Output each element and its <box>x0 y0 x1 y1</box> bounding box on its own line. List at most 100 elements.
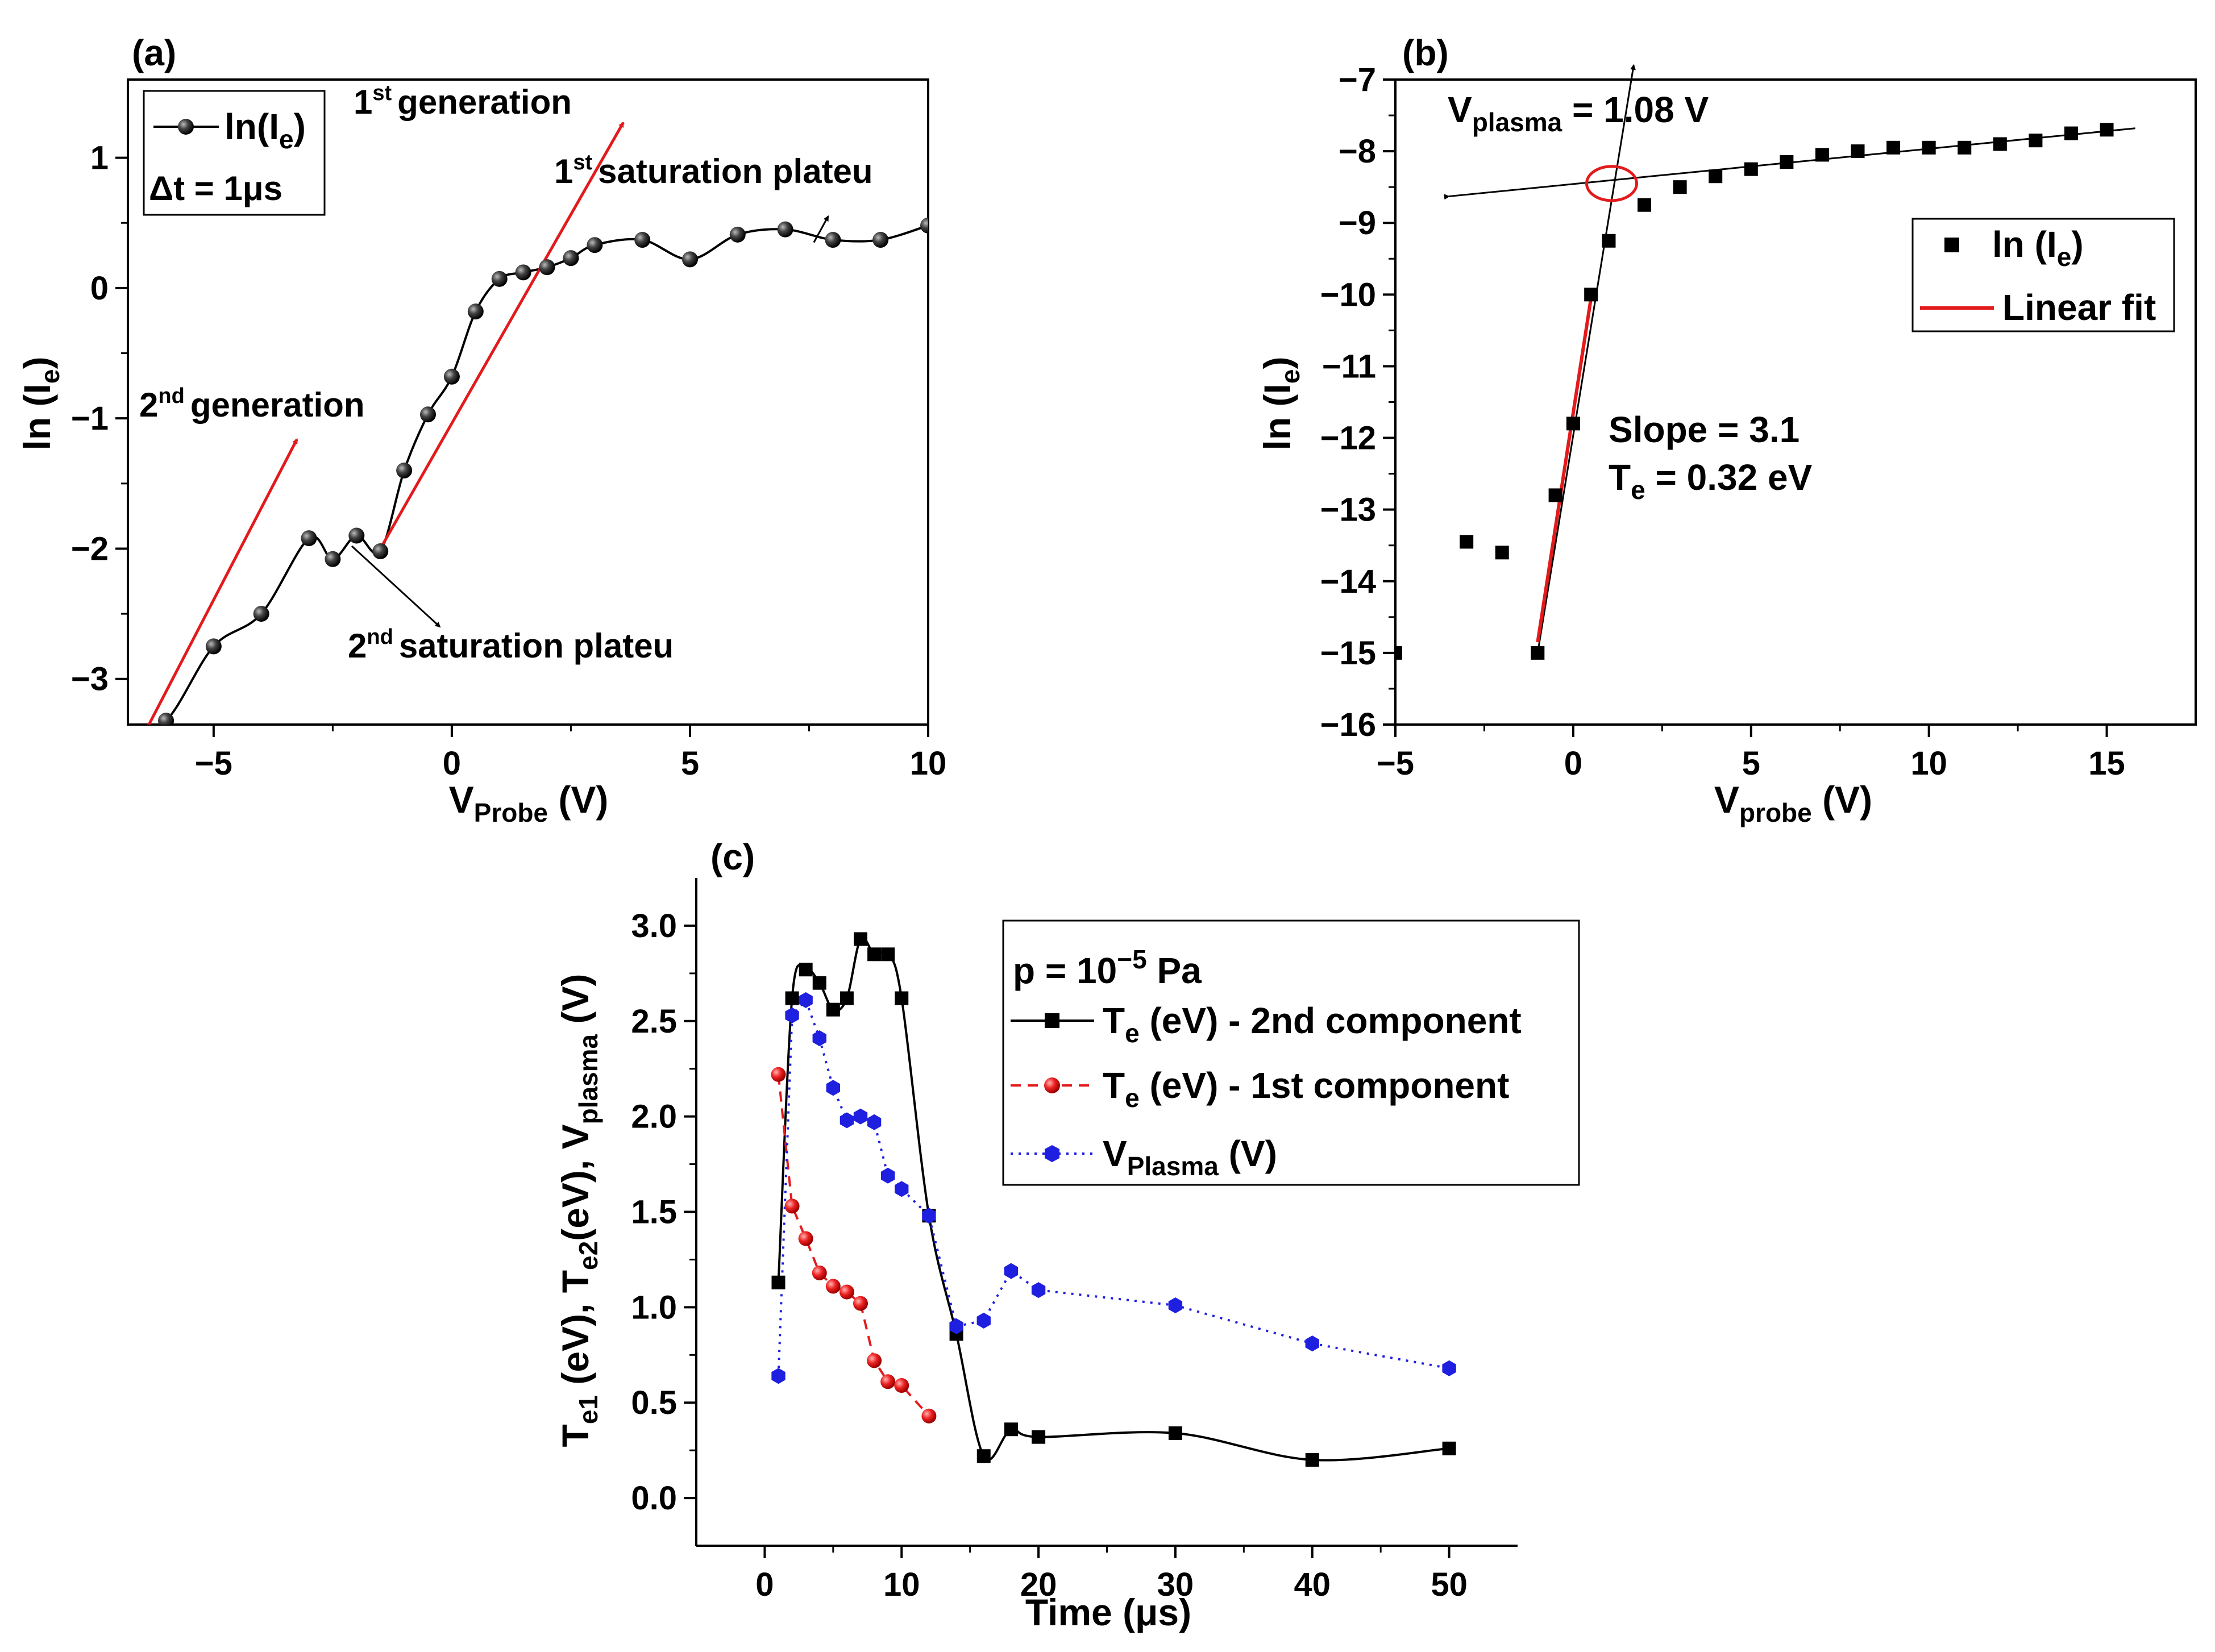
plot-frame-b <box>1394 78 2197 726</box>
data-point-te-2nd <box>881 947 895 962</box>
data-point-ln-ie <box>872 232 889 248</box>
x-tick-label: 0 <box>755 1566 774 1603</box>
y-axis-a: −3 −2 −1 0 1 <box>71 140 128 698</box>
data-point-ln-ie <box>1566 417 1580 431</box>
data-point-ln-ie <box>1922 140 1936 155</box>
x-tick-label: 0 <box>443 745 461 782</box>
legend-marker-te-2nd <box>1045 1013 1059 1028</box>
data-point-vplasma <box>949 1318 963 1334</box>
panel-a: (a) −5 0 5 10 −3 −2 −1 0 1 ln(Ie) Δt = 1μs 1st g… <box>16 32 946 827</box>
data-point-te-1st <box>784 1199 800 1214</box>
data-point-te-2nd <box>854 932 867 946</box>
data-point-te-1st <box>812 1265 827 1280</box>
arrow-1st-generation <box>379 121 625 550</box>
data-point-te-2nd <box>771 1275 786 1289</box>
panel-label-c: (c) <box>710 837 755 877</box>
data-point-ln-ie <box>348 527 365 544</box>
y-axis-label-c: Te1 (eV), Te2(eV), Vplasma (V) <box>554 974 603 1447</box>
data-point-te-1st <box>894 1378 909 1393</box>
data-point-ln-ie <box>1495 546 1509 560</box>
y-tick-label: 0.5 <box>631 1384 677 1421</box>
data-point-ln-ie <box>2029 134 2043 148</box>
data-point-ln-ie <box>2100 123 2114 137</box>
legend-delta-t: Δt = 1μs <box>149 169 282 207</box>
legend-box-c <box>1002 919 1580 1186</box>
data-point-vplasma <box>867 1114 882 1130</box>
legend-marker-a <box>178 119 194 135</box>
data-point-vplasma <box>1031 1282 1046 1299</box>
data-point-ln-ie <box>372 543 389 560</box>
data-point-ln-ie <box>205 638 222 655</box>
data-point-ln-ie <box>825 232 841 248</box>
y-tick-label: −10 <box>1320 276 1376 313</box>
data-point-ln-ie <box>1395 646 1402 660</box>
data-point-ln-ie <box>1584 288 1598 302</box>
x-tick-label: 15 <box>2088 745 2125 782</box>
y-tick-label: 1 <box>90 140 109 177</box>
x-tick-label: 30 <box>1157 1566 1194 1603</box>
y-tick-label: −12 <box>1320 420 1376 457</box>
x-tick-label: 50 <box>1431 1566 1468 1603</box>
y-tick-label: −7 <box>1339 61 1376 98</box>
data-point-vplasma <box>812 1030 826 1046</box>
data-point-ln-ie <box>920 217 928 234</box>
plot-frame-a <box>127 78 929 726</box>
legend-marker-te-1st <box>1044 1077 1060 1093</box>
data-point-te-2nd <box>1032 1430 1046 1444</box>
data-point-ln-ie <box>587 237 603 253</box>
data-point-te-1st <box>839 1284 854 1300</box>
y-axis-label-a: ln (Ie) <box>16 357 65 451</box>
data-point-te-2nd <box>785 991 799 1005</box>
data-point-ln-ie <box>563 250 579 267</box>
x-axis-label-a: VProbe (V) <box>449 779 609 827</box>
legend-title-pressure: p = 10−5 Pa <box>1013 944 1202 991</box>
data-point-te-1st <box>771 1067 786 1082</box>
y-axis-label-b: ln (Ie) <box>1256 357 1305 451</box>
data-point-te-1st <box>921 1408 937 1424</box>
annotation-vplasma: Vplasma = 1.08 V <box>1448 89 1709 137</box>
legend-marker-b <box>1944 238 1959 252</box>
x-tick-label: 5 <box>1742 745 1760 782</box>
arrow-1st-plateau <box>813 215 829 243</box>
data-point-ln-ie <box>1780 155 1794 169</box>
data-point-ln-ie <box>729 226 746 243</box>
annotation-slope: Slope = 3.1 <box>1609 409 1800 450</box>
data-point-ln-ie <box>301 530 317 547</box>
data-point-te-1st <box>867 1353 882 1368</box>
data-point-ln-ie <box>1815 148 1829 162</box>
data-point-te-2nd <box>1004 1422 1018 1437</box>
legend-a: ln(Ie) Δt = 1μs <box>143 90 326 216</box>
data-point-te-2nd <box>812 976 826 990</box>
data-point-te-1st <box>825 1279 841 1294</box>
data-point-te-2nd <box>867 947 882 962</box>
data-point-ln-ie <box>443 368 460 385</box>
x-tick-label: 5 <box>681 745 699 782</box>
y-tick-label: −11 <box>1322 348 1376 385</box>
data-points-c <box>771 932 1456 1467</box>
data-point-vplasma <box>1004 1263 1019 1279</box>
data-point-ln-ie <box>1709 169 1723 184</box>
data-point-vplasma <box>1168 1297 1183 1313</box>
data-point-te-2nd <box>1305 1453 1319 1467</box>
data-point-vplasma <box>895 1181 909 1197</box>
panel-c: (c) 0 10 20 30 40 50 0.0 0.5 1.0 1.5 2.0 2.5 3.0 p … <box>554 837 1580 1633</box>
data-point-te-2nd <box>895 991 909 1005</box>
legend-label-a: ln(Ie) <box>225 106 306 154</box>
data-point-vplasma <box>771 1368 786 1384</box>
legend-c: p = 10−5 Pa Te (eV) - 2nd component Te (… <box>1002 919 1580 1186</box>
data-points-a <box>158 217 928 725</box>
legend-label-linear-fit: Linear fit <box>2002 287 2156 328</box>
data-point-ln-ie <box>1602 234 1616 248</box>
data-point-ln-ie <box>158 713 174 725</box>
x-tick-label: −5 <box>1377 745 1414 782</box>
linear-fit-line <box>1536 298 1593 643</box>
y-tick-label: 2.5 <box>631 1003 677 1040</box>
data-point-ln-ie <box>420 406 436 423</box>
data-point-te-2nd <box>976 1449 991 1463</box>
data-point-vplasma <box>853 1108 868 1125</box>
y-axis-b: −16 −15 −14 −13 −12 −11 −10 −9 −8 −7 <box>1320 61 1395 743</box>
data-point-ln-ie <box>1673 180 1687 194</box>
data-point-te-2nd <box>799 963 813 977</box>
panel-label-b: (b) <box>1402 32 1449 73</box>
